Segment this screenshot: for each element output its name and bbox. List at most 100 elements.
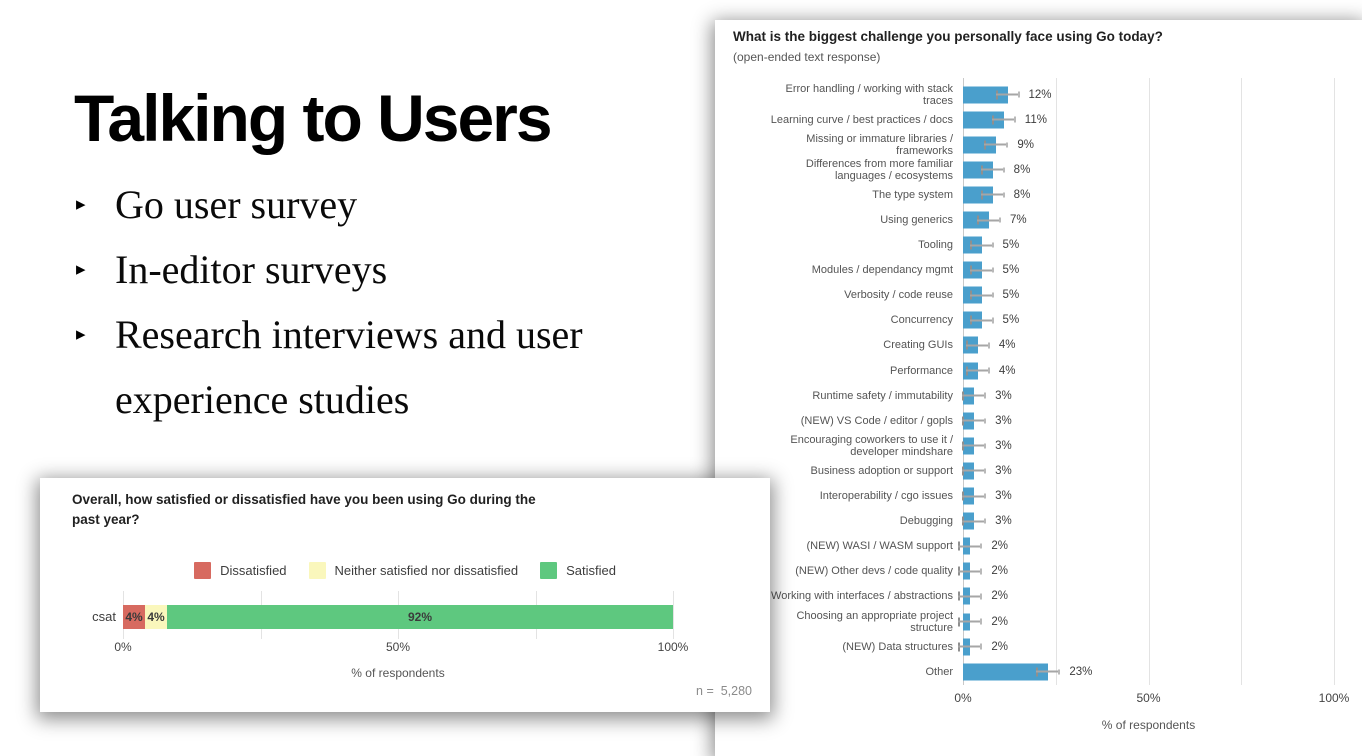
- error-bar-line: [995, 93, 1020, 96]
- bar-area: 3%: [962, 509, 1362, 534]
- category-label: Verbosity / code reuse: [844, 289, 953, 302]
- error-bar-line: [962, 469, 987, 472]
- error-bar-line: [976, 219, 1001, 222]
- error-bar: [1036, 667, 1061, 677]
- error-bar: [958, 642, 983, 652]
- bar-area: 8%: [963, 182, 1362, 207]
- bullet-text: Go user survey: [115, 182, 358, 227]
- error-bar-line: [984, 143, 1009, 146]
- bar-area: 4%: [963, 358, 1362, 383]
- error-bar-right-cap: [1013, 116, 1016, 123]
- challenge-bar-row: Concurrency 5%: [715, 308, 1362, 333]
- legend-item: Neither satisfied nor dissatisfied: [308, 562, 519, 579]
- bar-area: 7%: [963, 207, 1362, 232]
- error-bar: [969, 240, 994, 250]
- bar-area: 5%: [963, 283, 1362, 308]
- category-label: The type system: [872, 188, 953, 201]
- bullet-list: ▸ Go user survey ▸ In-editor surveys ▸ Resear…: [76, 172, 596, 432]
- error-bar: [958, 591, 983, 601]
- error-bar-line: [962, 444, 987, 447]
- category-label: Using generics: [880, 214, 953, 227]
- bar-area: 2%: [958, 559, 1362, 584]
- error-bar-line: [962, 520, 987, 523]
- category-label: (NEW) Data structures: [842, 640, 953, 653]
- bar-area: 23%: [963, 659, 1362, 684]
- value-label: 5%: [1002, 314, 1020, 327]
- challenge-bar-row: Working with interfaces / abstractions 2%: [715, 584, 1362, 609]
- value-label: 11%: [1024, 113, 1047, 126]
- value-label: 4%: [998, 364, 1016, 377]
- value-label: 2%: [991, 565, 1009, 578]
- legend-label: Neither satisfied nor dissatisfied: [334, 563, 519, 578]
- error-bar-line: [969, 319, 994, 322]
- challenge-bar-row: Verbosity / code reuse 5%: [715, 283, 1362, 308]
- error-bar: [962, 416, 987, 426]
- bullet-triangle-icon: ▸: [76, 324, 86, 345]
- challenge-bar-row: Tooling 5%: [715, 233, 1362, 258]
- gridline: [673, 591, 674, 639]
- category-label: Creating GUIs: [883, 339, 953, 352]
- category-label: Tooling: [918, 239, 953, 252]
- legend-item: Dissatisfied: [194, 562, 287, 579]
- error-bar: [980, 165, 1005, 175]
- bar-area: 5%: [963, 258, 1362, 283]
- error-bar-line: [962, 394, 987, 397]
- category-label: Choosing an appropriate project structur…: [796, 609, 953, 634]
- error-bar-line: [958, 595, 983, 598]
- error-bar-line: [991, 118, 1016, 121]
- legend-item: Satisfied: [540, 562, 616, 579]
- error-bar: [962, 516, 987, 526]
- error-bar-line: [965, 369, 990, 372]
- challenge-bar-row: Runtime safety / immutability 3%: [715, 383, 1362, 408]
- category-label: Modules / dependancy mgmt: [811, 264, 953, 277]
- bar-area: 4%: [963, 333, 1362, 358]
- challenge-bar-row: Choosing an appropriate project structur…: [715, 609, 1362, 634]
- error-bar-line: [1036, 670, 1061, 673]
- bar-segment: 4%: [145, 605, 167, 629]
- category-label: Working with interfaces / abstractions: [771, 590, 953, 603]
- error-bar: [969, 265, 994, 275]
- bar-area: 2%: [958, 609, 1362, 634]
- bullet-item: ▸ Go user survey: [76, 172, 596, 237]
- error-bar-right-cap: [991, 292, 994, 298]
- category-label: Error handling / working with stack trac…: [785, 82, 953, 107]
- error-bar-line: [980, 168, 1005, 171]
- error-bar: [958, 617, 983, 627]
- challenge-bar-row: Performance 4%: [715, 358, 1362, 383]
- category-label: Learning curve / best practices / docs: [770, 113, 953, 126]
- csat-chart-title: Overall, how satisfied or dissatisfied h…: [72, 492, 536, 527]
- error-bar: [958, 541, 983, 551]
- gridline: [1334, 78, 1335, 685]
- x-tick-label: 50%: [385, 640, 411, 654]
- category-label: Business adoption or support: [810, 464, 953, 477]
- error-bar-line: [958, 545, 983, 548]
- error-bar-right-cap: [984, 493, 987, 499]
- challenge-bar-row: Creating GUIs 4%: [715, 333, 1362, 358]
- challenge-bar-row: Learning curve / best practices / docs 11…: [715, 107, 1362, 132]
- axis-baseline: [963, 78, 964, 685]
- challenge-bar-row: (NEW) VS Code / editor / gopls 3%: [715, 408, 1362, 433]
- x-tick-label: 50%: [1136, 691, 1161, 705]
- bar: [963, 136, 997, 154]
- x-tick-label: 100%: [1318, 691, 1350, 705]
- legend-swatch: [308, 562, 326, 579]
- category-label: Performance: [890, 364, 953, 377]
- error-bar: [984, 140, 1009, 150]
- value-label: 2%: [991, 615, 1009, 628]
- bar-area: 3%: [962, 408, 1362, 433]
- category-label: Missing or immature libraries / framewor…: [806, 132, 953, 157]
- csat-legend: Dissatisfied Neither satisfied nor dissat…: [40, 562, 770, 579]
- bar-area: 12%: [963, 82, 1362, 107]
- csat-stacked-bar: 4% 4% 92%: [123, 605, 673, 629]
- error-bar-line: [958, 645, 983, 648]
- category-label: Concurrency: [890, 314, 953, 327]
- bar-area: 5%: [963, 233, 1362, 258]
- value-label: 3%: [995, 389, 1012, 402]
- csat-row-label: csat: [92, 609, 116, 624]
- category-label: Interoperability / cgo issues: [819, 490, 953, 503]
- error-bar-line: [965, 344, 990, 347]
- error-bar-right-cap: [1002, 192, 1005, 198]
- error-bar-right-cap: [991, 267, 994, 273]
- error-bar: [962, 466, 987, 476]
- error-bar-line: [969, 294, 994, 297]
